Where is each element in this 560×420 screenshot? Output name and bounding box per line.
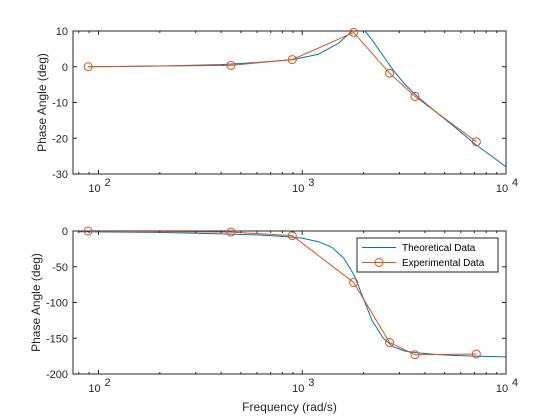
- x-tick-label: 10: [292, 383, 304, 395]
- x-tick-exponent: 3: [308, 377, 314, 389]
- x-tick-exponent: 3: [308, 177, 314, 189]
- x-tick-label: 10: [88, 383, 100, 395]
- y-tick-label: 0: [62, 62, 68, 74]
- top-y-axis-label: Phase Angle (deg): [35, 53, 49, 152]
- legend-label-theoretical: Theoretical Data: [402, 243, 476, 254]
- y-tick-label: -20: [52, 133, 68, 145]
- x-tick-label: 10: [496, 383, 508, 395]
- bottom-y-axis-label: Phase Angle (deg): [29, 253, 43, 352]
- y-tick-label: -30: [52, 169, 68, 181]
- x-tick-label: 10: [292, 183, 304, 195]
- legend-label-experimental: Experimental Data: [402, 258, 485, 269]
- x-tick-exponent: 4: [512, 377, 518, 389]
- x-tick-label: 10: [88, 183, 100, 195]
- x-tick-exponent: 2: [104, 177, 110, 189]
- y-tick-label: -50: [52, 262, 68, 274]
- y-tick-label: -100: [46, 298, 68, 310]
- y-tick-label: 0: [62, 226, 68, 238]
- y-tick-label: -10: [52, 98, 68, 110]
- y-tick-label: 10: [56, 26, 68, 38]
- y-tick-label: -150: [46, 333, 68, 345]
- legend: Theoretical Data Experimental Data: [357, 238, 498, 272]
- x-tick-exponent: 4: [512, 177, 518, 189]
- bottom-x-axis-label: Frequency (rad/s): [242, 400, 337, 414]
- x-tick-exponent: 2: [104, 377, 110, 389]
- x-tick-label: 10: [496, 183, 508, 195]
- y-tick-label: -200: [46, 369, 68, 381]
